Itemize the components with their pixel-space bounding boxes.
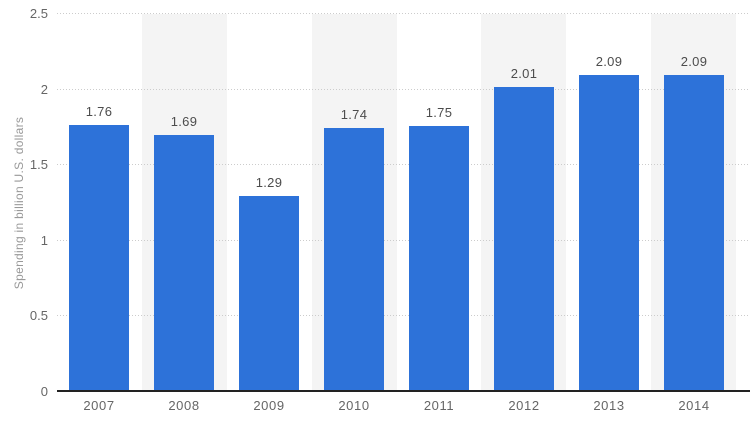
bar-value-label-2008: 1.69 bbox=[170, 114, 198, 129]
y-axis-title: Spending in billion U.S. dollars bbox=[12, 116, 26, 290]
y-tick-label-0.5: 0.5 bbox=[29, 308, 48, 323]
bar-value-label-2012: 2.01 bbox=[510, 66, 538, 81]
y-tick-label-2.5: 2.5 bbox=[29, 6, 48, 21]
y-tick-label-1: 1 bbox=[40, 233, 48, 248]
bar-2011 bbox=[409, 126, 469, 391]
x-tick-label-2008: 2008 bbox=[168, 398, 200, 413]
x-tick-label-2013: 2013 bbox=[593, 398, 625, 413]
bar-2012 bbox=[494, 87, 554, 391]
bar-2008 bbox=[154, 135, 214, 391]
bar-2013 bbox=[579, 75, 639, 391]
bar-2014 bbox=[664, 75, 724, 391]
gridline-0.5 bbox=[57, 315, 750, 316]
bar-value-label-2013: 2.09 bbox=[595, 54, 623, 69]
x-tick-label-2010: 2010 bbox=[338, 398, 370, 413]
y-tick-label-2: 2 bbox=[40, 82, 48, 97]
y-tick-label-0: 0 bbox=[40, 384, 48, 399]
x-tick-label-2012: 2012 bbox=[508, 398, 540, 413]
x-tick-label-2014: 2014 bbox=[678, 398, 710, 413]
gridline-1.5 bbox=[57, 164, 750, 165]
x-tick-label-2009: 2009 bbox=[253, 398, 285, 413]
bar-2010 bbox=[324, 128, 384, 391]
bar-value-label-2009: 1.29 bbox=[255, 175, 283, 190]
y-tick-label-1.5: 1.5 bbox=[29, 157, 48, 172]
gridline-2.5 bbox=[57, 13, 750, 14]
x-tick-label-2011: 2011 bbox=[423, 398, 455, 413]
bar-value-label-2007: 1.76 bbox=[85, 104, 113, 119]
bar-value-label-2010: 1.74 bbox=[340, 107, 368, 122]
x-axis-line bbox=[57, 390, 750, 392]
bar-value-label-2011: 1.75 bbox=[425, 105, 453, 120]
gridline-1 bbox=[57, 240, 750, 241]
bar-2009 bbox=[239, 196, 299, 391]
bar-value-label-2014: 2.09 bbox=[680, 54, 708, 69]
x-tick-label-2007: 2007 bbox=[83, 398, 115, 413]
bar-2007 bbox=[69, 125, 129, 391]
gridline-2 bbox=[57, 89, 750, 90]
